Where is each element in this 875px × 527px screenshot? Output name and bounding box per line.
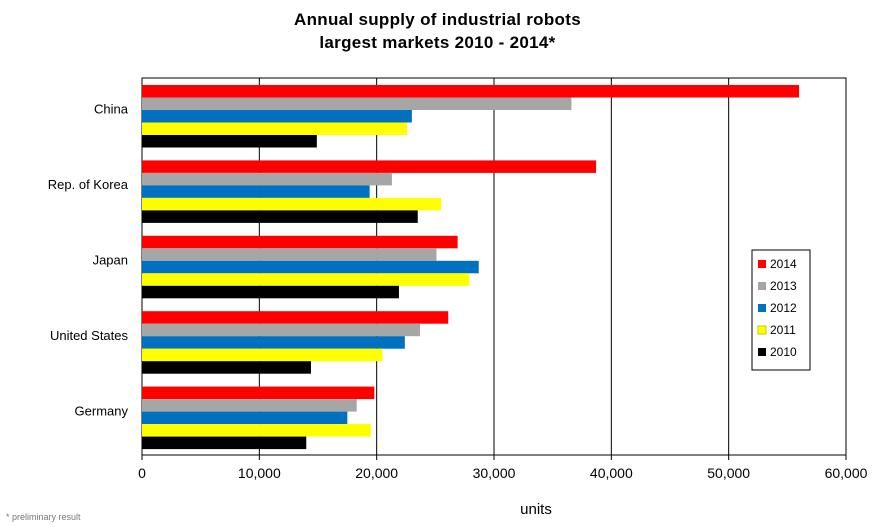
bar — [142, 185, 370, 198]
bar — [142, 273, 470, 286]
legend-swatch — [758, 282, 766, 290]
x-tick-labels: 0 10,000 20,000 30,000 40,000 50,000 60,000 — [138, 465, 868, 481]
bar — [142, 399, 357, 412]
legend-swatch — [758, 304, 766, 312]
x-tick-label: 30,000 — [473, 465, 516, 481]
legend-label: 2011 — [770, 323, 796, 337]
footnote: * preliminary result — [6, 512, 81, 522]
bar — [142, 436, 307, 450]
x-axis-label: units — [520, 501, 552, 518]
bar — [142, 323, 421, 337]
legend-label: 2010 — [770, 345, 797, 359]
legend-label: 2012 — [770, 301, 797, 315]
x-tick-label: 10,000 — [238, 465, 281, 481]
legend-label: 2014 — [770, 257, 797, 271]
category-label: United States — [50, 328, 129, 343]
category-label: China — [94, 102, 129, 117]
legend-label: 2013 — [770, 279, 797, 293]
x-tick-label: 50,000 — [707, 465, 750, 481]
chart-subtitle: largest markets 2010 - 2014* — [319, 33, 556, 52]
legend: 2014 2013 2012 2011 2010 — [751, 249, 811, 371]
bar — [142, 260, 479, 274]
category-label: Rep. of Korea — [48, 177, 129, 192]
bar — [142, 411, 348, 425]
bar — [142, 85, 800, 98]
bar — [142, 135, 317, 148]
x-tick-label: 0 — [138, 465, 146, 481]
category-label: Germany — [75, 403, 129, 418]
bar — [142, 386, 375, 400]
x-tick-label: 40,000 — [590, 465, 633, 481]
chart-title: Annual supply of industrial robots — [294, 10, 581, 29]
bar — [142, 210, 418, 223]
category-labels: China Rep. of Korea Japan United States Germ… — [48, 102, 129, 419]
category-label: Japan — [93, 252, 128, 267]
bar — [142, 336, 405, 349]
bar — [142, 424, 371, 437]
legend-swatch — [758, 260, 766, 268]
bar — [142, 97, 572, 110]
x-tick-label: 20,000 — [355, 465, 398, 481]
bar — [142, 361, 311, 374]
bar — [142, 285, 399, 299]
bars — [142, 85, 800, 450]
bar — [142, 311, 449, 324]
legend-swatch — [758, 348, 766, 356]
bar — [142, 197, 442, 211]
bar — [142, 172, 392, 186]
bar — [142, 122, 408, 135]
bar — [142, 160, 597, 173]
bar — [142, 348, 383, 362]
bar — [142, 235, 458, 249]
legend-swatch — [757, 325, 767, 335]
x-tick-label: 60,000 — [825, 465, 868, 481]
bar — [142, 110, 412, 123]
bar — [142, 248, 437, 261]
